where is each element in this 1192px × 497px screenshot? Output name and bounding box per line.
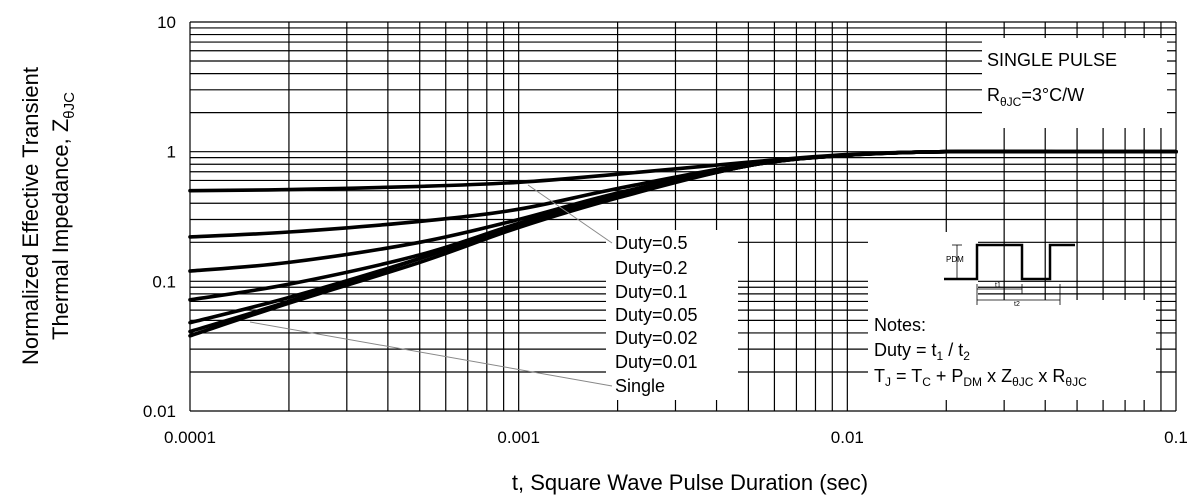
- notes-duty: Duty = t1 / t2: [874, 340, 970, 363]
- leader-duty-0-5: [527, 184, 613, 244]
- legend-label-duty-0-5: Duty=0.5: [615, 233, 688, 253]
- notes-formula: TJ = TC + PDM x ZθJC x RθJC: [874, 366, 1087, 389]
- notes-title: Notes:: [874, 315, 926, 335]
- t1-label: t1: [995, 282, 1001, 289]
- x-axis-label: t, Square Wave Pulse Duration (sec): [512, 470, 868, 495]
- legend-label-duty-0-01: Duty=0.01: [615, 352, 698, 372]
- legend: Duty=0.5 Duty=0.2 Duty=0.1 Duty=0.05 Duty=0.…: [249, 184, 698, 396]
- annotation-rthjc: RθJC=3°C/W: [987, 85, 1084, 109]
- pulse-waveform-diagram: PDM t1 t2: [944, 243, 1075, 308]
- pulse-waveform-icon: [944, 243, 1075, 281]
- legend-label-duty-0-05: Duty=0.05: [615, 305, 698, 325]
- legend-label-duty-0-2: Duty=0.2: [615, 258, 688, 278]
- notes-box: PDM t1 t2 Notes: Duty = t1 / t2 TJ = TC …: [868, 232, 1156, 400]
- y-axis-label: Normalized Effective Transient Thermal I…: [18, 67, 78, 365]
- x-tick-label: 0.0001: [164, 428, 216, 447]
- x-tick-label: 0.001: [497, 428, 540, 447]
- curve-single: [188, 149, 1178, 338]
- y-tick-label: 0.01: [143, 402, 176, 421]
- y-axis-label-line2: Thermal Impedance, ZθJC: [48, 92, 78, 340]
- x-tick-label: 0.01: [831, 428, 864, 447]
- x-tick-label: 0.1: [1164, 428, 1188, 447]
- curves: [188, 149, 1178, 338]
- annotation-single-pulse: SINGLE PULSE: [987, 50, 1117, 70]
- legend-label-duty-0-1: Duty=0.1: [615, 282, 688, 302]
- pdm-label: PDM: [946, 255, 964, 264]
- y-tick-labels: 10 1 0.1 0.01: [143, 13, 176, 421]
- t2-label: t2: [1014, 301, 1020, 308]
- y-tick-label: 1: [167, 143, 176, 162]
- legend-background: [606, 230, 738, 400]
- legend-label-duty-0-02: Duty=0.02: [615, 328, 698, 348]
- leader-single: [249, 321, 613, 387]
- notes-text-background: [868, 300, 1156, 400]
- y-tick-label: 0.1: [152, 272, 176, 291]
- y-tick-label: 10: [157, 13, 176, 32]
- annotation-background: [982, 38, 1167, 128]
- x-tick-labels: 0.0001 0.001 0.01 0.1: [164, 428, 1188, 447]
- legend-label-single: Single: [615, 376, 665, 396]
- y-axis-label-line1: Normalized Effective Transient: [18, 67, 43, 365]
- single-pulse-annotation: SINGLE PULSE RθJC=3°C/W: [982, 38, 1167, 128]
- notes-background: [868, 232, 978, 300]
